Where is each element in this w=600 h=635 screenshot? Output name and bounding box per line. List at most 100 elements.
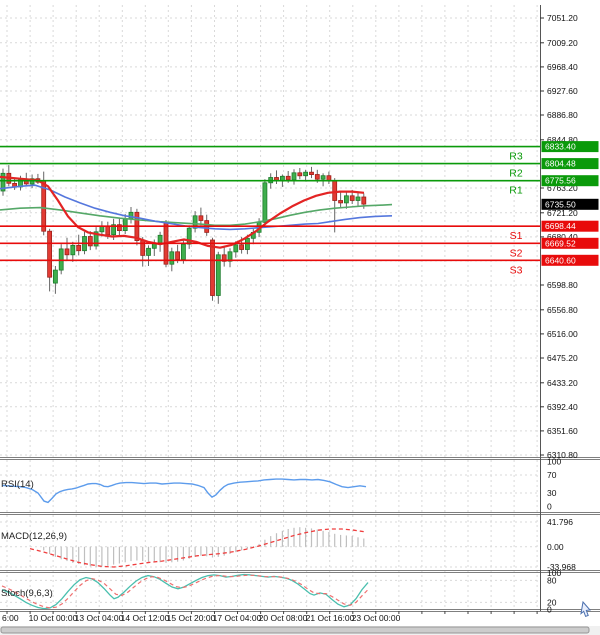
candle <box>338 200 344 204</box>
price-label-text: 6735.50 <box>545 199 576 209</box>
horizontal-scrollbar[interactable] <box>0 626 600 635</box>
price-tick-label: 6351.60 <box>547 426 578 436</box>
candle <box>210 239 215 296</box>
price-axis: 7051.20 7009.20 6968.40 6927.60 6886.80 6844.… <box>540 13 578 615</box>
price-label-text: 6698.44 <box>545 221 576 231</box>
candle <box>157 234 163 244</box>
price-label-box <box>541 198 599 210</box>
indicator-tick-label: 0 <box>547 605 552 615</box>
candle <box>93 231 99 247</box>
candle <box>361 196 367 205</box>
time-label: 13 Oct 04:00 <box>75 613 124 623</box>
candle <box>175 251 181 260</box>
price-label-text: 6804.48 <box>545 159 576 169</box>
indicator-tick-label: 41.796 <box>547 517 573 527</box>
indicator-tick-label: 80 <box>547 575 557 585</box>
price-tick-label: 6763.20 <box>547 183 578 193</box>
candle <box>303 171 309 177</box>
candle <box>87 236 93 247</box>
candle <box>227 251 233 262</box>
time-label: 20 Oct 08:00 <box>259 613 308 623</box>
price-tick-label: 6516.00 <box>547 329 578 339</box>
indicator-tick-label: 20 <box>547 597 557 607</box>
pivot-label-r1: R1 <box>509 185 523 197</box>
time-label: 6:00 <box>2 613 19 623</box>
candle <box>47 230 52 278</box>
price-tick-label: 6475.20 <box>547 353 578 363</box>
price-label-text: 6833.40 <box>545 142 576 152</box>
indicator-tick-label: -33.968 <box>547 562 576 572</box>
candle <box>128 211 134 220</box>
candle <box>192 215 198 229</box>
pane-borders <box>0 5 600 612</box>
price-label-box <box>541 141 599 153</box>
candle <box>320 175 326 180</box>
price-tick-label: 6680.40 <box>547 232 578 242</box>
price-tick-label: 6556.80 <box>547 305 578 315</box>
candle <box>314 174 320 180</box>
candle <box>221 254 227 262</box>
pivot-label-s1: S1 <box>510 230 523 242</box>
pivot-label-s2: S2 <box>510 247 523 259</box>
price-label-box <box>541 254 599 266</box>
price-tick-label: 7009.20 <box>547 38 578 48</box>
candle <box>343 195 349 204</box>
candle <box>233 244 239 253</box>
ma-blue-mid <box>0 184 393 231</box>
price-label-boxes: 6833.40 6804.48 6775.56 6735.50 6698.44 6669.… <box>541 141 599 266</box>
candle <box>122 218 128 232</box>
time-label: 10 Oct 00:00 <box>29 613 78 623</box>
candle <box>117 224 122 231</box>
stoch-d-line <box>1 574 369 609</box>
indicator-tick-label: 0 <box>547 502 552 512</box>
price-label-text: 6669.52 <box>545 238 576 248</box>
price-label-box <box>541 158 599 170</box>
ma-green-slow <box>0 203 393 227</box>
indicator-tick-label: 0.00 <box>547 542 564 552</box>
candle <box>285 175 291 181</box>
scrollbar-thumb[interactable] <box>0 626 590 634</box>
indicator-tick-label: 100 <box>547 457 561 467</box>
candle <box>239 244 245 250</box>
price-label-box <box>541 237 599 249</box>
rsi-line <box>1 478 367 504</box>
rsi-indicator-label: RSI(14) <box>1 479 34 490</box>
candle <box>355 196 361 201</box>
pivot-label-s3: S3 <box>510 264 523 276</box>
candle <box>0 172 6 192</box>
price-label-box <box>541 175 599 187</box>
pivot-label-r3: R3 <box>509 151 523 163</box>
price-tick-label: 6886.80 <box>547 110 578 120</box>
price-tick-label: 6310.80 <box>547 450 578 460</box>
candle <box>76 244 82 252</box>
price-tick-label: 6598.80 <box>547 280 578 290</box>
price-label-text: 6640.60 <box>545 255 576 265</box>
price-tick-label: 6721.20 <box>547 208 578 218</box>
pivot-label-r2: R2 <box>509 168 523 180</box>
candle <box>70 244 76 256</box>
candle <box>111 224 116 236</box>
time-label: 23 Oct 00:00 <box>352 613 401 623</box>
macd-signal-line <box>29 528 367 568</box>
candle <box>262 182 268 223</box>
candle <box>64 248 70 256</box>
candle <box>53 269 58 284</box>
time-label: 15 Oct 20:00 <box>167 613 216 623</box>
candle <box>146 247 151 256</box>
pivot-levels: R3 R2 R1 S1 S2 S3 <box>0 145 540 276</box>
time-label: 14 Oct 12:00 <box>121 613 170 623</box>
price-tick-label: 6392.40 <box>547 402 578 412</box>
price-label-text: 6775.56 <box>545 176 576 186</box>
candle <box>215 254 221 296</box>
candle <box>309 171 314 175</box>
candle <box>291 172 297 181</box>
price-label-box <box>541 220 599 232</box>
time-label: 21 Oct 16:00 <box>306 613 355 623</box>
price-tick-label: 6433.20 <box>547 378 578 388</box>
candle <box>180 243 186 260</box>
candle <box>169 251 175 265</box>
indicator-tick-label: 30 <box>547 488 557 498</box>
time-label: 17 Oct 04:00 <box>213 613 262 623</box>
cursor-icon <box>580 600 592 618</box>
